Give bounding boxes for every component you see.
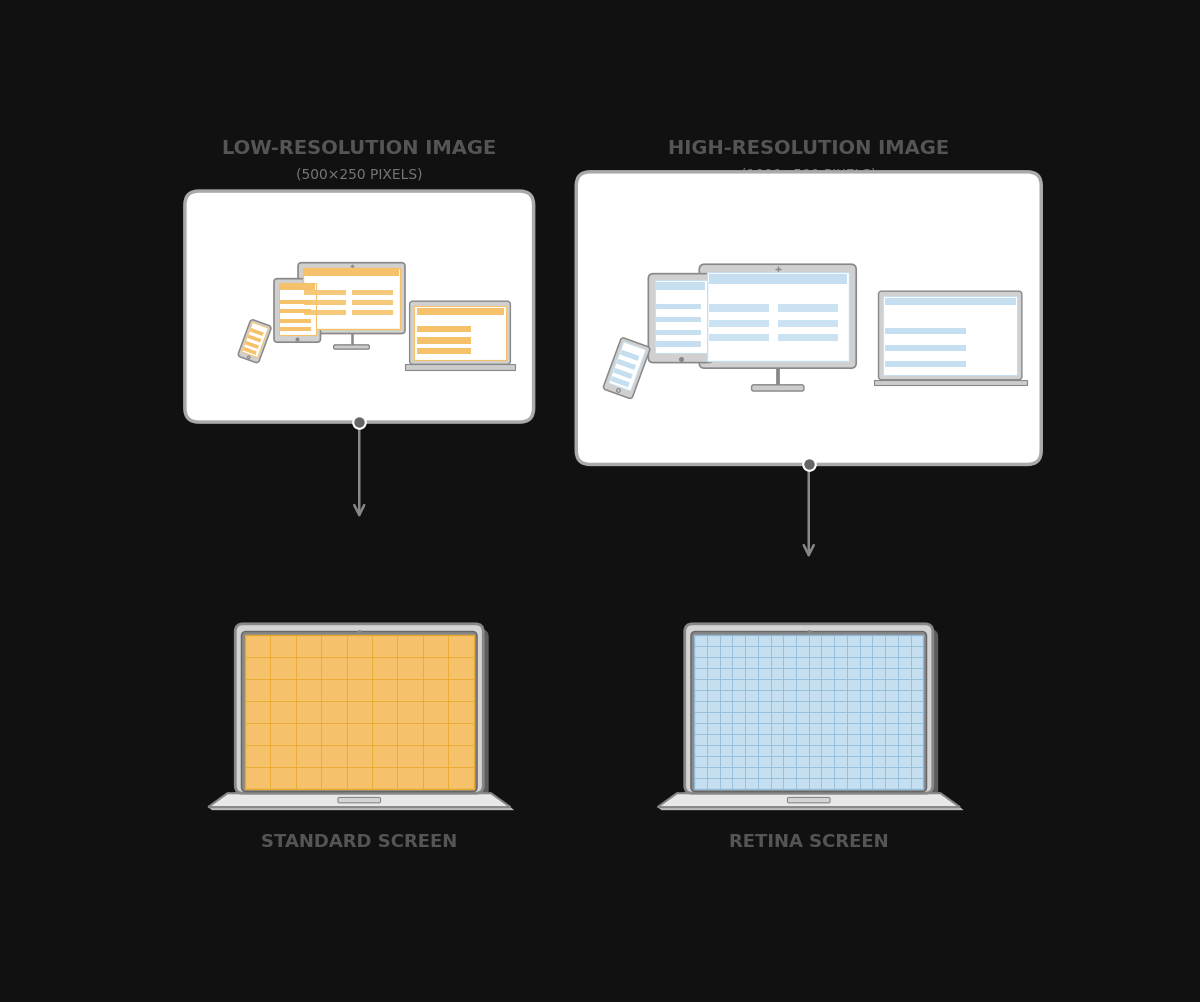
FancyBboxPatch shape [409,302,510,365]
FancyBboxPatch shape [751,385,804,391]
Text: LOW-RESOLUTION IMAGE: LOW-RESOLUTION IMAGE [222,139,497,158]
FancyBboxPatch shape [604,338,650,399]
Bar [280,285,314,291]
Polygon shape [658,794,960,807]
Bar [247,335,262,343]
Bar [304,268,400,329]
Bar [709,320,769,327]
Circle shape [247,356,250,359]
Bar [352,311,392,316]
FancyBboxPatch shape [241,631,478,792]
Bar [617,359,636,370]
FancyBboxPatch shape [239,320,271,363]
Bar [305,270,398,277]
FancyBboxPatch shape [648,274,714,363]
FancyBboxPatch shape [787,798,830,803]
Bar [709,274,847,284]
Bar [280,319,312,323]
Bar [694,634,924,789]
Bar [709,334,769,342]
Bar [278,284,316,336]
Bar [886,345,966,352]
Bar [883,296,1018,375]
FancyBboxPatch shape [690,629,938,799]
Bar [416,309,504,315]
Polygon shape [658,807,964,811]
FancyBboxPatch shape [691,631,926,792]
Bar [620,350,640,361]
Text: STANDARD SCREEN: STANDARD SCREEN [262,833,457,851]
Bar [886,299,1015,305]
Bar [656,304,701,310]
FancyBboxPatch shape [298,263,404,334]
Bar [707,272,848,361]
Bar [245,634,474,789]
Bar [611,376,630,387]
Bar [1009,299,1015,305]
Bar [305,311,346,316]
Bar [778,305,838,312]
FancyBboxPatch shape [274,279,320,343]
FancyBboxPatch shape [576,171,1042,465]
Bar [656,330,701,336]
Polygon shape [208,807,515,811]
Bar [778,334,838,342]
Text: RETINA SCREEN: RETINA SCREEN [728,833,888,851]
Bar [655,281,707,353]
FancyBboxPatch shape [878,292,1022,380]
Bar [886,328,966,334]
Bar [416,326,472,332]
Bar [352,301,392,306]
Bar [498,309,504,315]
Bar [280,300,312,304]
Text: (500×250 PIXELS): (500×250 PIXELS) [296,167,422,181]
Bar [694,634,924,789]
Bar [245,634,474,789]
Polygon shape [208,794,510,807]
FancyBboxPatch shape [338,798,380,803]
Bar [241,323,269,358]
Bar [874,380,1026,385]
Bar [280,327,312,331]
Bar [404,365,515,370]
FancyBboxPatch shape [241,629,488,799]
Text: HIGH-RESOLUTION IMAGE: HIGH-RESOLUTION IMAGE [668,139,949,158]
Bar [778,320,838,327]
Bar [250,328,264,336]
Bar [656,282,706,290]
Bar [305,301,346,306]
Bar [352,291,392,295]
Circle shape [617,389,620,393]
Bar [280,310,312,314]
Bar [414,306,505,360]
Bar [709,305,769,312]
Bar [245,341,259,349]
Bar [416,348,472,355]
Bar [886,361,966,367]
Bar [613,368,632,379]
Bar [242,347,257,355]
Bar [608,342,646,391]
FancyBboxPatch shape [235,624,484,794]
Bar [656,342,701,347]
Bar [656,317,701,323]
Bar [416,338,472,344]
Text: (1000×500 PIXELS): (1000×500 PIXELS) [742,167,876,181]
FancyBboxPatch shape [185,191,534,422]
FancyBboxPatch shape [685,624,932,794]
Bar [305,291,346,295]
FancyBboxPatch shape [700,265,857,368]
FancyBboxPatch shape [334,345,370,349]
